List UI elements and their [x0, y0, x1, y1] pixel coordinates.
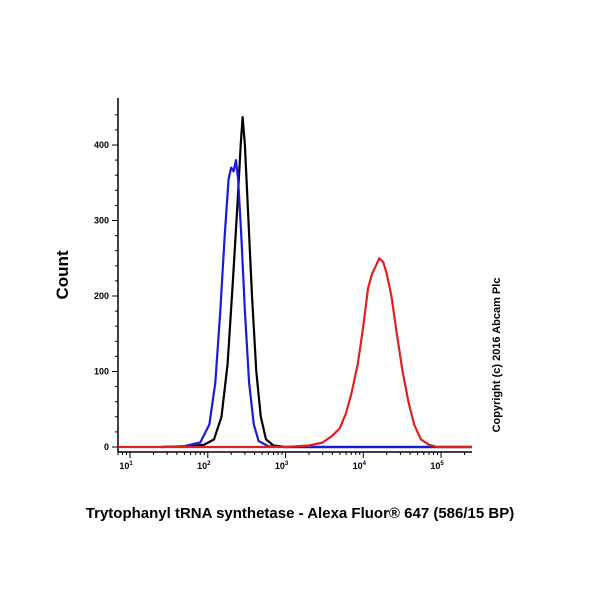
x-tick-label: 105: [430, 461, 444, 471]
y-tick-label: 0: [104, 442, 109, 452]
y-axis-label: Count: [53, 250, 72, 299]
red-histogram-line: [118, 257, 472, 449]
y-tick-label: 300: [94, 216, 109, 226]
x-tick-label: 102: [197, 461, 211, 471]
black-histogram-line: [160, 115, 472, 449]
blue-histogram-line: [160, 159, 472, 449]
y-tick-label: 400: [94, 140, 109, 150]
y-axis-ticks: 0 100 200 300 400: [94, 114, 118, 452]
y-tick-label: 200: [94, 291, 109, 301]
x-axis-ticks: 101 102 103 104 105: [117, 452, 465, 471]
x-tick-label: 104: [353, 461, 367, 471]
copyright-watermark: Copyright (c) 2016 Abcam Plc: [491, 278, 503, 433]
y-tick-label: 100: [94, 367, 109, 377]
series-lines: [118, 115, 472, 449]
x-axis-label: Trytophanyl tRNA synthetase - Alexa Fluo…: [86, 505, 514, 522]
axes: [117, 98, 472, 453]
x-tick-label: 103: [275, 461, 289, 471]
x-tick-label: 101: [119, 461, 133, 471]
